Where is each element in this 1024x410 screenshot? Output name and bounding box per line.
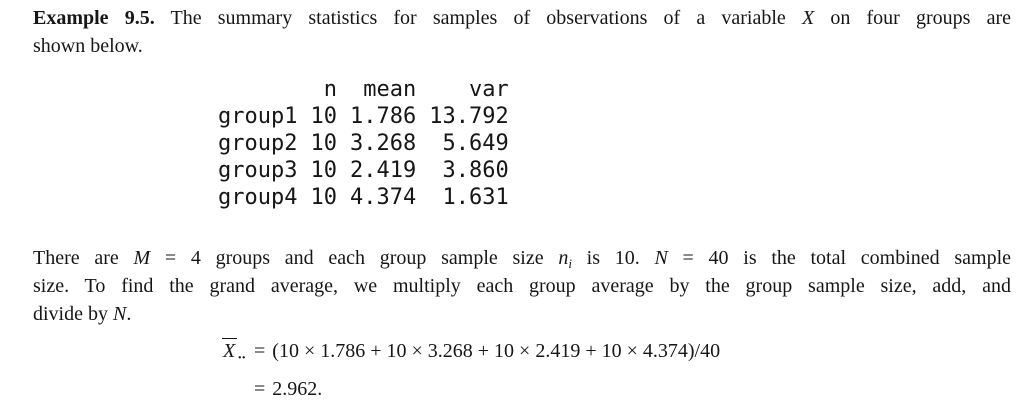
cell-var: 3.860 (442, 158, 509, 183)
paragraph-line: divide by N. (33, 300, 1011, 328)
paragraph-line: Example 9.5. The summary statistics for … (33, 4, 1011, 32)
text-segment: shown below. (33, 35, 143, 57)
column-header-mean: mean (363, 77, 417, 102)
cell-var: 13.792 (429, 104, 509, 129)
table-row: group3 10 2.419 3.860 (218, 157, 509, 184)
cell-n: 10 (310, 104, 337, 129)
text-segment: size. To find the grand average, we mult… (33, 275, 1011, 297)
cell-group: group3 (218, 158, 298, 183)
n-total-symbol: N (654, 247, 668, 269)
paragraph-line: shown below. (33, 32, 1011, 60)
m-symbol: M (133, 247, 151, 269)
text-segment: . (126, 303, 132, 325)
text-segment: = 40 is the total combined sample (667, 247, 1011, 269)
table-row: group2 10 3.268 5.649 (218, 130, 509, 157)
equals-sign: = (254, 378, 266, 400)
cell-mean: 2.419 (349, 158, 417, 183)
equals-sign: = (254, 340, 266, 362)
xbar-symbol: X (222, 338, 238, 362)
intro-paragraph: Example 9.5. The summary statistics for … (33, 4, 1011, 60)
paragraph-line: size. To find the grand average, we mult… (33, 272, 1011, 300)
column-header-var: var (468, 77, 509, 102)
summary-stats-table: n mean var group1 10 1.786 13.792 group2… (218, 76, 509, 211)
explanation-paragraph: There are M = 4 groups and each group sa… (33, 244, 1011, 328)
cell-mean: 4.374 (349, 185, 417, 210)
table-row: group1 10 1.786 13.792 (218, 103, 509, 130)
n-total-symbol: N (113, 303, 127, 325)
xbar-lhs: X ·· (222, 332, 248, 370)
cell-mean: 1.786 (349, 104, 417, 129)
text-segment: There are (33, 247, 134, 269)
cell-group: group4 (218, 185, 298, 210)
cell-var: 1.631 (442, 185, 509, 210)
cell-group: group2 (218, 131, 298, 156)
text-segment: on four groups are (814, 7, 1011, 29)
column-header-group (218, 76, 297, 103)
example-label: Example 9.5. (33, 7, 155, 29)
paragraph-line: There are M = 4 groups and each group sa… (33, 244, 1011, 272)
n-sub-i-symbol: n (558, 247, 569, 269)
variable-x-symbol: X (801, 7, 815, 29)
table-header-row: n mean var (218, 76, 509, 103)
text-segment: = 4 groups and each group sample size (150, 247, 559, 269)
grand-average-formula: X ·· = (10 × 1.786 + 10 × 3.268 + 10 × 2.… (222, 332, 720, 408)
cell-n: 10 (310, 158, 337, 183)
formula-line-2: = 2.962. (222, 370, 720, 408)
text-segment: divide by (33, 303, 113, 325)
subscript-i: i (568, 256, 572, 271)
cell-n: 10 (310, 131, 337, 156)
cell-var: 5.649 (442, 131, 509, 156)
cell-group: group1 (218, 104, 298, 129)
table-row: group4 10 4.374 1.631 (218, 184, 509, 211)
text-segment: is 10. (571, 247, 655, 269)
cell-n: 10 (310, 185, 337, 210)
subscript-dots: ·· (237, 350, 246, 366)
formula-result: 2.962. (272, 378, 323, 400)
formula-rhs: (10 × 1.786 + 10 × 3.268 + 10 × 2.419 + … (272, 340, 721, 362)
text-segment: The summary statistics for samples of ob… (154, 7, 802, 29)
column-header-n: n (323, 77, 337, 102)
formula-line-1: X ·· = (10 × 1.786 + 10 × 3.268 + 10 × 2.… (222, 332, 720, 370)
cell-mean: 3.268 (349, 131, 417, 156)
